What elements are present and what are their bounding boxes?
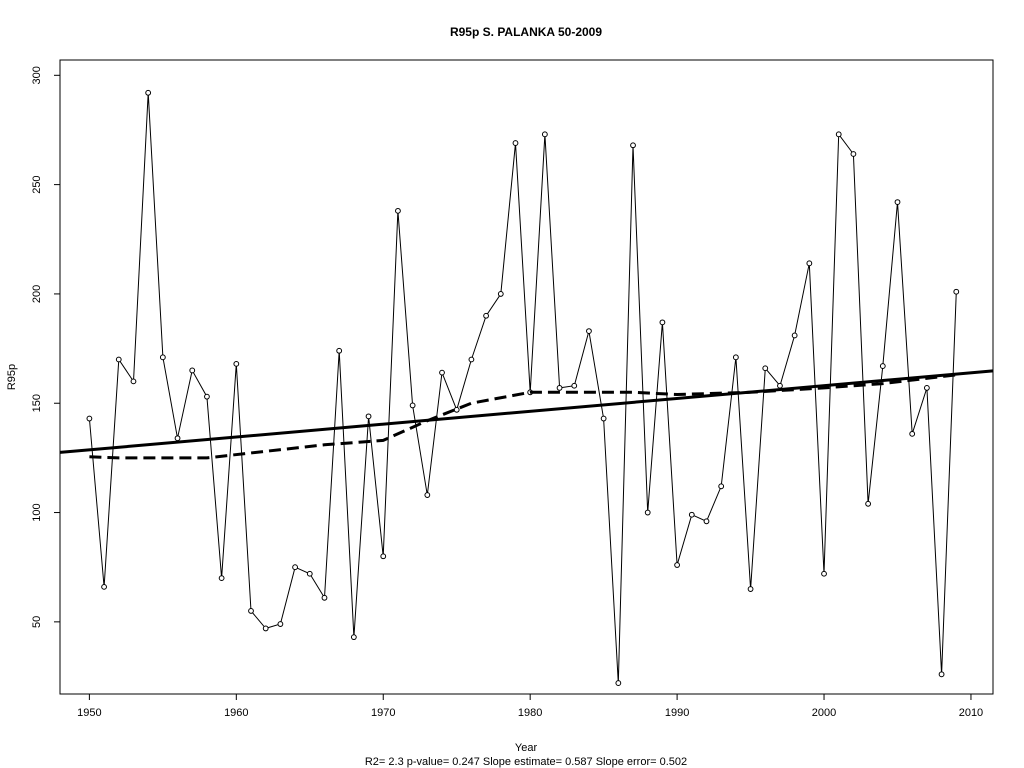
data-point: [336, 347, 343, 354]
data-point: [321, 594, 328, 601]
data-point: [86, 415, 93, 422]
data-point: [850, 151, 857, 157]
data-point: [262, 625, 269, 632]
series-line-annual-r95p: [88, 92, 957, 684]
x-tick-label: 1980: [518, 707, 542, 719]
chart-title: R95p S. PALANKA 50-2009: [450, 25, 602, 39]
data-point: [380, 553, 387, 560]
y-tick-label: 150: [31, 394, 43, 412]
data-point: [703, 518, 710, 525]
data-point: [218, 575, 225, 582]
data-point: [159, 354, 166, 361]
data-point: [659, 319, 666, 326]
x-tick-label: 2010: [959, 707, 983, 719]
y-tick-label: 200: [31, 285, 43, 303]
data-point: [571, 382, 578, 389]
data-point: [615, 680, 622, 686]
y-axis-label: R95p: [6, 364, 18, 390]
data-point: [747, 586, 754, 592]
data-point: [115, 356, 122, 363]
data-point: [130, 378, 137, 385]
data-point: [233, 360, 240, 367]
y-tick-label: 100: [31, 503, 43, 521]
x-tick-label: 2000: [812, 707, 836, 719]
data-point: [174, 435, 181, 442]
data-point: [600, 415, 607, 422]
data-point: [101, 583, 107, 590]
data-point: [145, 89, 152, 96]
data-point: [497, 291, 504, 297]
data-point: [938, 671, 945, 678]
y-tick-label: 50: [31, 616, 43, 628]
data-point: [688, 511, 695, 518]
data-point: [835, 131, 842, 138]
data-point: [894, 199, 901, 206]
data-point: [483, 312, 489, 319]
data-point: [248, 608, 254, 614]
data-point: [953, 288, 960, 295]
x-tick-label: 1950: [77, 707, 101, 719]
data-point: [674, 562, 681, 568]
series-layer: [59, 89, 994, 686]
data-point: [879, 363, 886, 369]
x-tick-label: 1970: [371, 707, 395, 719]
data-point: [277, 621, 284, 627]
data-point: [586, 328, 592, 334]
data-point: [292, 564, 298, 571]
data-point: [806, 260, 813, 267]
data-point: [777, 382, 783, 389]
data-point: [204, 393, 210, 400]
series-line-linear-trend: [59, 369, 994, 454]
x-axis: 1950 1960 1970 1980 1990 2000 2010: [77, 694, 983, 719]
x-tick-label: 1990: [665, 707, 689, 719]
y-axis: 50 100 150 200 250 300: [31, 66, 60, 628]
data-point: [718, 483, 725, 490]
data-point: [512, 140, 519, 146]
data-point: [453, 406, 460, 413]
data-point: [865, 500, 872, 507]
y-tick-label: 250: [31, 175, 43, 193]
data-point: [821, 570, 827, 577]
data-point: [644, 509, 651, 516]
data-point: [306, 570, 313, 577]
data-point: [350, 634, 357, 641]
series-line-smoothed-trend: [89, 373, 957, 460]
data-point: [762, 365, 769, 372]
data-point: [630, 142, 636, 149]
data-point: [189, 367, 196, 374]
data-point: [409, 402, 416, 409]
data-point: [732, 354, 739, 361]
plot-frame: [59, 59, 994, 695]
data-point: [424, 492, 431, 498]
data-point: [468, 356, 475, 363]
y-tick-label: 300: [31, 66, 43, 84]
data-point: [923, 385, 930, 391]
data-point: [909, 430, 916, 437]
data-point: [541, 131, 548, 138]
data-point: [395, 207, 401, 214]
data-point: [791, 332, 798, 339]
data-point: [365, 413, 372, 420]
data-point: [556, 385, 563, 391]
chart-footer-stats: R2= 2.3 p-value= 0.247 Slope estimate= 0…: [365, 756, 687, 768]
x-axis-label: Year: [515, 742, 538, 754]
data-point: [439, 369, 445, 376]
x-tick-label: 1960: [224, 707, 248, 719]
